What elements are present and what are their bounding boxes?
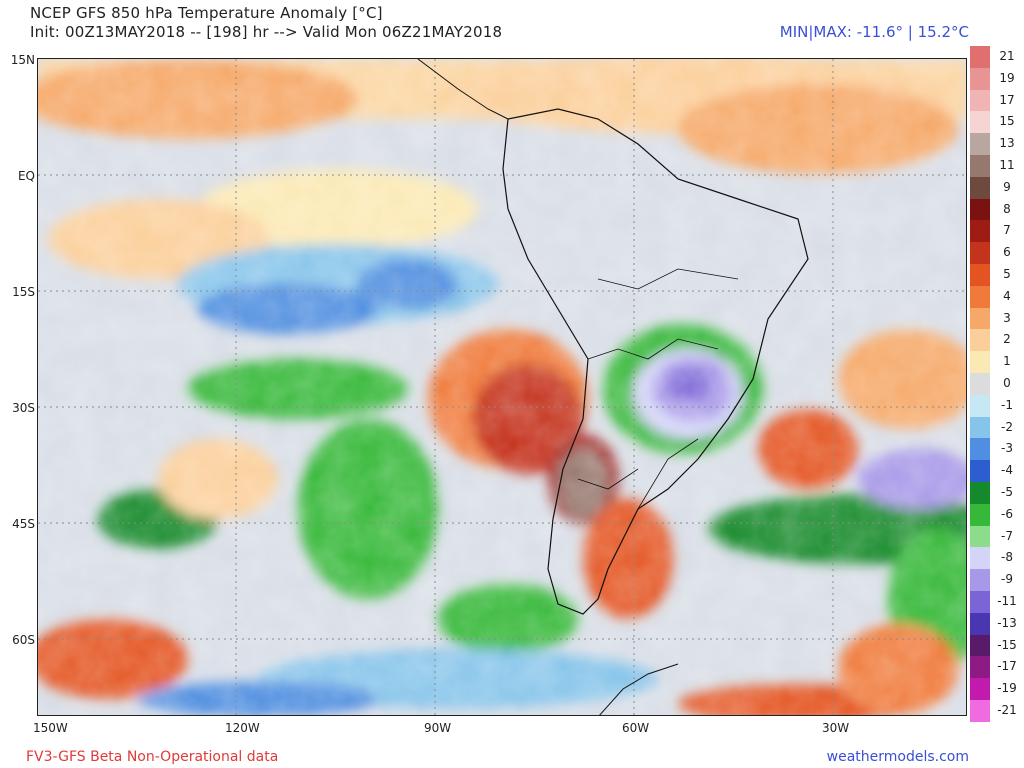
lon-label: 60W [622,721,650,735]
colorbar-swatch [970,678,990,700]
colorbar-swatch [970,438,990,461]
colorbar-tick-label: 3 [1003,310,1011,325]
lat-label: 45S [12,517,35,531]
lat-label: 60S [12,633,35,647]
colorbar-swatch [970,460,990,482]
colorbar-swatch [970,699,990,722]
colorbar-tick-label: -19 [997,681,1017,696]
colorbar-swatch [970,416,990,439]
colorbar-swatch [970,372,990,395]
colorbar-swatch [970,198,990,221]
lat-label: 15S [12,285,35,299]
lon-label: 120W [225,721,260,735]
colorbar-tick-label: -4 [1001,463,1013,478]
colorbar-swatch [970,263,990,286]
colorbar-tick-label: -5 [1001,485,1013,500]
colorbar-swatch [970,133,990,155]
colorbar-swatch [970,329,990,352]
colorbar-tick-label: -2 [1001,419,1013,434]
init-valid-line: Init: 00Z13MAY2018 -- [198] hr --> Valid… [30,23,503,41]
lon-label: 90W [424,721,452,735]
colorbar-tick-label: 21 [999,48,1015,63]
colorbar-tick-label: -17 [997,659,1017,674]
colorbar-tick-label: 13 [999,136,1015,151]
anomaly-map[interactable] [37,58,967,716]
colorbar-tick-label: 15 [999,114,1015,129]
colorbar-tick-label: 9 [1003,179,1011,194]
anomaly-field [38,59,966,715]
colorbar-swatch [970,154,990,177]
map-title: NCEP GFS 850 hPa Temperature Anomaly [°C… [30,4,383,22]
colorbar-swatch [970,220,990,243]
footer-site-link[interactable]: weathermodels.com [826,749,969,765]
colorbar-tick-label: 1 [1003,354,1011,369]
colorbar-swatch [970,111,990,134]
colorbar-swatch [970,503,990,526]
colorbar-swatch [970,285,990,308]
colorbar-tick-label: 6 [1003,245,1011,260]
colorbar-tick-label: 19 [999,70,1015,85]
lon-label: 150W [33,721,68,735]
colorbar-tick-label: 2 [1003,332,1011,347]
colorbar-swatch [970,242,990,264]
footer-disclaimer: FV3-GFS Beta Non-Operational data [26,749,279,765]
colorbar-swatch [970,67,990,90]
colorbar-tick-label: -15 [997,637,1017,652]
lat-label: EQ [17,169,35,183]
colorbar-swatch [970,590,990,613]
colorbar-tick-label: 17 [999,92,1015,107]
colorbar-tick-label: 11 [999,157,1015,172]
lat-label: 30S [12,401,35,415]
colorbar-tick-label: 4 [1003,288,1011,303]
colorbar-tick-label: -13 [997,615,1017,630]
colorbar-tick-label: -6 [1001,506,1013,521]
colorbar-swatch [970,547,990,570]
colorbar-swatch [970,656,990,679]
colorbar-tick-label: -8 [1001,550,1013,565]
colorbar-swatch [970,46,990,68]
colorbar-swatch [970,394,990,417]
colorbar-swatch [970,351,990,373]
min-max-readout: MIN|MAX: -11.6° | 15.2°C [779,23,969,41]
colorbar-swatch [970,612,990,635]
colorbar-tick-label: -1 [1001,397,1013,412]
colorbar-swatch [970,634,990,657]
colorbar-tick-label: -7 [1001,528,1013,543]
colorbar-tick-label: -3 [1001,441,1013,456]
colorbar-swatch [970,307,990,330]
colorbar-tick-label: -21 [997,703,1017,718]
lat-label: 15N [10,53,35,67]
colorbar-swatch [970,525,990,548]
colorbar-tick-label: 0 [1003,376,1011,390]
colorbar-tick-label: 5 [1003,266,1011,281]
colorbar-tick-label: 8 [1003,201,1011,216]
colorbar-tick-label: -9 [1001,572,1013,587]
colorbar-tick-label: -11 [997,594,1017,609]
colorbar-swatch [970,89,990,112]
colorbar [970,46,990,722]
colorbar-swatch [970,481,990,504]
lon-label: 30W [822,721,850,735]
colorbar-swatch [970,569,990,591]
colorbar-tick-label: 7 [1003,223,1011,238]
colorbar-swatch [970,176,990,199]
